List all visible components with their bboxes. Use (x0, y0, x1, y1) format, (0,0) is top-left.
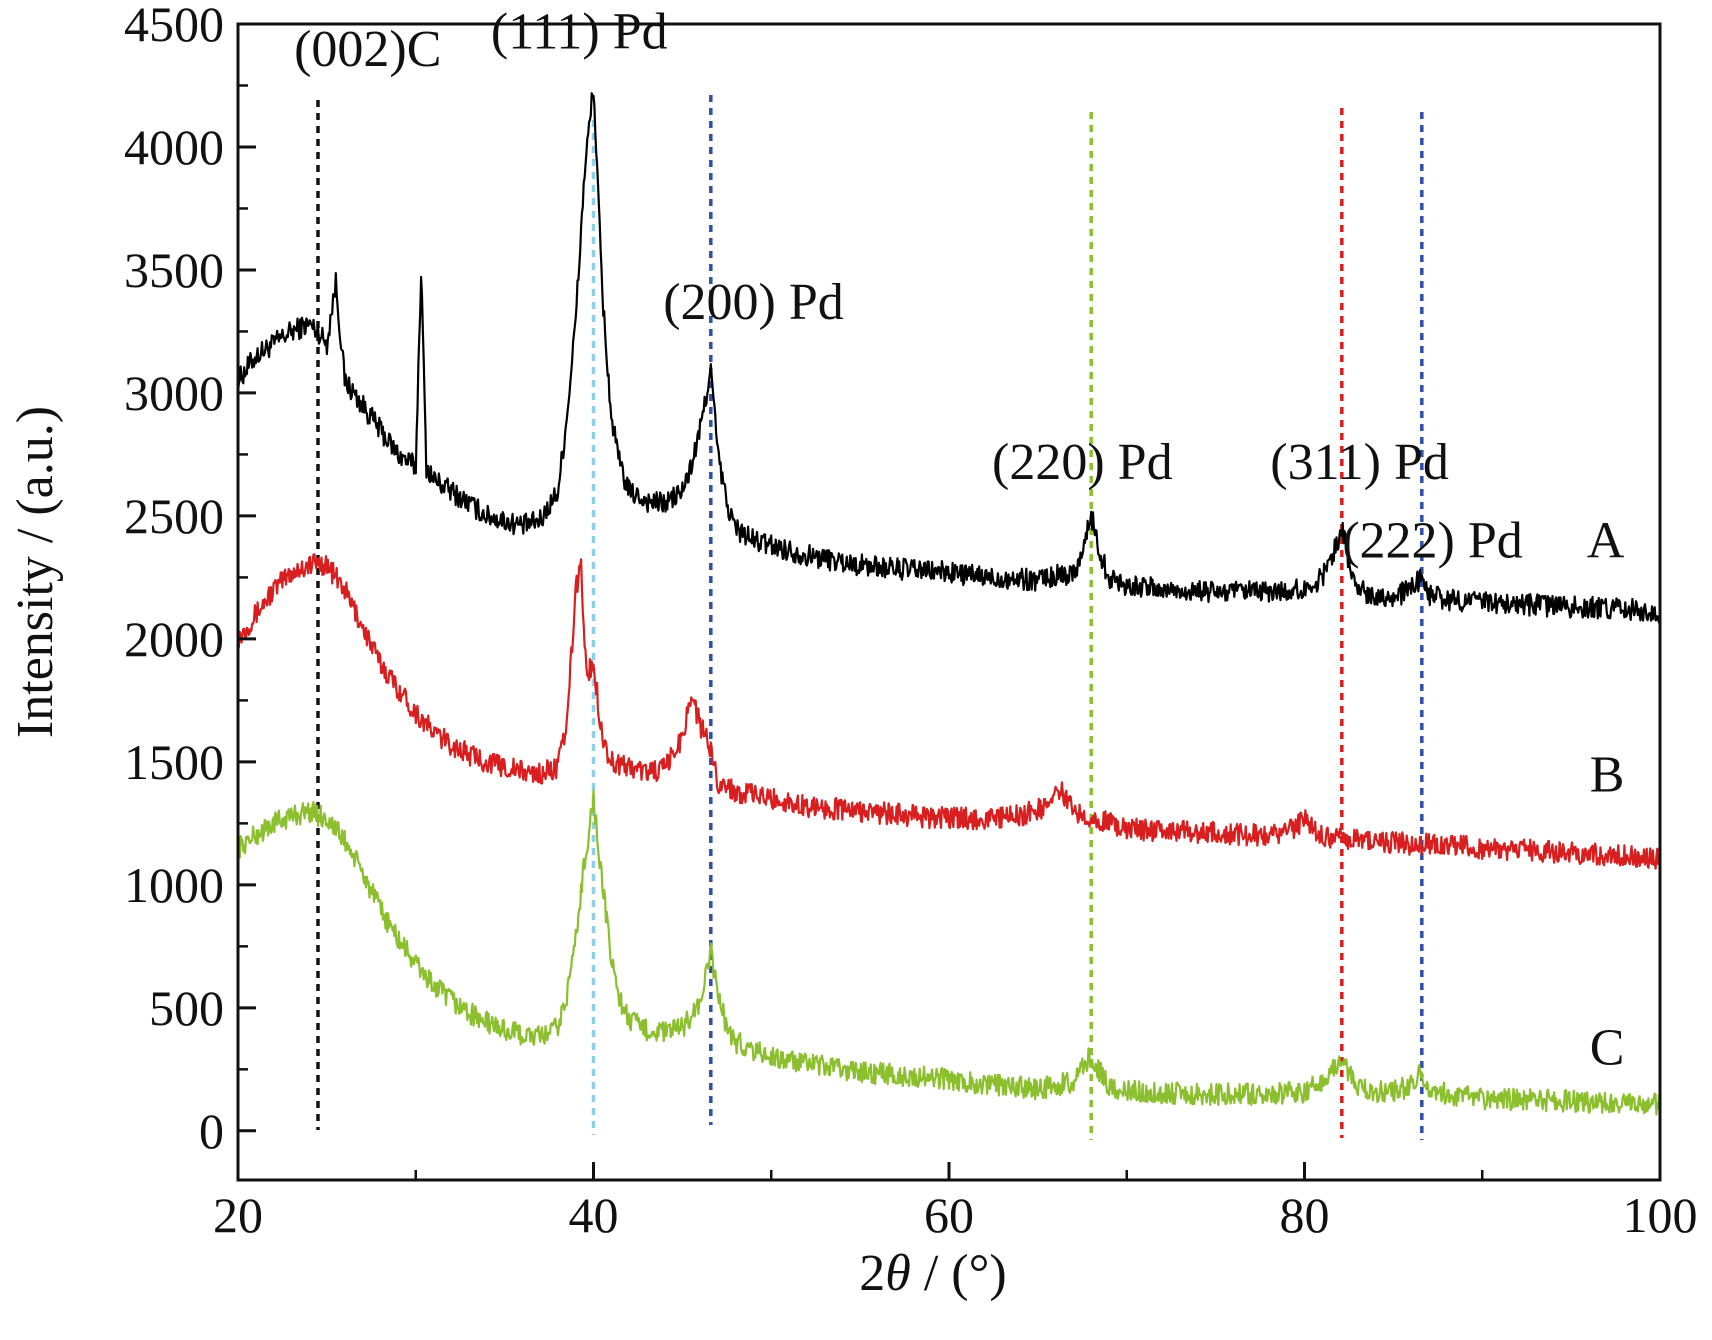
peak-label: (222) Pd (1342, 513, 1523, 570)
y-tick-label: 500 (149, 980, 224, 1036)
series-label-C: C (1590, 1019, 1625, 1076)
y-tick-label: 1000 (124, 857, 224, 913)
y-tick-label: 3000 (124, 365, 224, 421)
x-tick-label: 20 (213, 1187, 263, 1243)
peak-label: (311) Pd (1270, 434, 1449, 491)
peak-label: (002)C (294, 21, 441, 78)
tick-labels: 20 40 60 80 10005001000150020002500300035004… (124, 0, 1698, 1243)
y-tick-label: 3500 (124, 242, 224, 298)
plot-frame (236, 22, 1662, 1182)
y-tick-label: 1500 (124, 734, 224, 790)
x-tick-label: 100 (1623, 1187, 1698, 1243)
peak-label: (220) Pd (992, 434, 1173, 491)
x-tick-label: 80 (1280, 1187, 1330, 1243)
y-tick-label: 0 (199, 1103, 224, 1159)
annotations: (002)C (111) Pd (200) Pd (220) Pd (311) Pd (2… (294, 4, 1625, 1077)
series-line-A (236, 92, 1662, 624)
series-line-B (236, 553, 1661, 870)
y-tick-label: 2500 (124, 488, 224, 544)
axis-ticks (236, 22, 1662, 1180)
y-tick-label: 4000 (124, 119, 224, 175)
series-lines (236, 92, 1662, 1116)
x-tick-label: 40 (569, 1187, 619, 1243)
x-axis-title: 2θ / (°) (859, 1245, 1006, 1302)
series-label-A: A (1587, 513, 1625, 570)
x-tick-label: 60 (924, 1187, 974, 1243)
y-axis-title: Intensity / (a.u.) (7, 406, 64, 738)
y-tick-label: 4500 (124, 0, 224, 52)
peak-label: (111) Pd (491, 4, 668, 61)
reference-lines (316, 95, 1424, 1140)
y-tick-label: 2000 (124, 611, 224, 667)
series-line-C (236, 789, 1662, 1116)
peak-label: (200) Pd (663, 274, 844, 331)
series-label-B: B (1590, 746, 1625, 803)
